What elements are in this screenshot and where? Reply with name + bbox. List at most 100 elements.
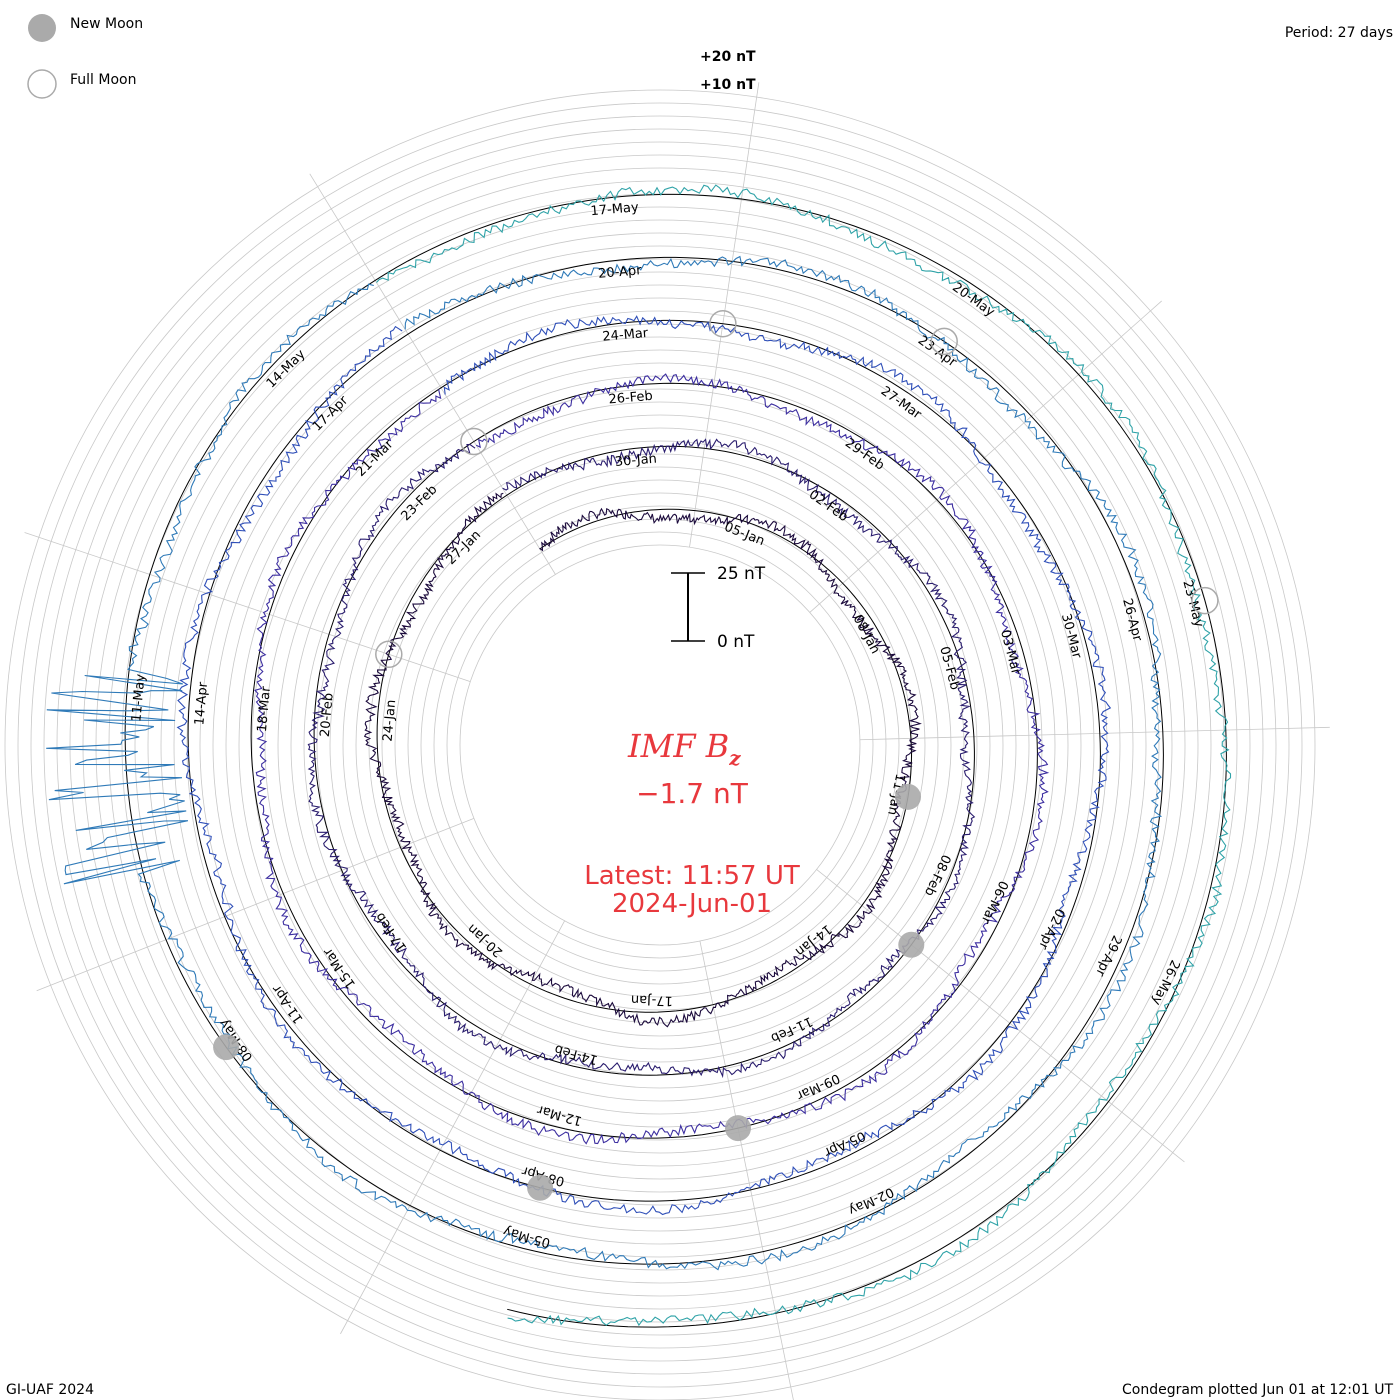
bz-trace-rotation bbox=[376, 184, 1232, 1327]
chart-title: IMF Bz bbox=[627, 727, 741, 770]
date-label: 15-Mar bbox=[320, 944, 359, 991]
date-label: 05-Jan bbox=[722, 520, 767, 550]
date-label: 18-Mar bbox=[255, 685, 274, 733]
new-moon-marker bbox=[725, 1115, 751, 1142]
date-label: 17-Feb bbox=[373, 909, 411, 954]
date-label: 21-Mar bbox=[353, 437, 397, 480]
new-moon-label: New Moon bbox=[70, 16, 143, 32]
new-moon-icon bbox=[28, 14, 56, 42]
grid-spoke bbox=[816, 869, 1185, 1163]
date-label: 08-Jan bbox=[850, 612, 883, 656]
grid-ring bbox=[381, 466, 939, 1024]
date-label: 05-May bbox=[501, 1223, 552, 1250]
moon-markers bbox=[213, 309, 1219, 1201]
grid-ring bbox=[4, 89, 1316, 1400]
date-label: 20-Feb bbox=[318, 692, 337, 737]
full-moon-marker bbox=[460, 427, 488, 456]
date-label: 03-Mar bbox=[997, 628, 1023, 677]
grid-ring bbox=[290, 375, 1030, 1115]
grid-ring bbox=[459, 544, 861, 946]
scale-bar bbox=[671, 572, 705, 642]
grid-ring bbox=[303, 388, 1017, 1102]
bz-trace-rotation bbox=[253, 373, 1050, 1145]
bz-trace-rotation bbox=[307, 438, 976, 1079]
grid-ring bbox=[95, 180, 1225, 1310]
grid-ring bbox=[147, 232, 1173, 1258]
new-moon-marker bbox=[895, 783, 921, 810]
spoke-grid bbox=[24, 82, 1330, 1400]
date-label: 24-Jan bbox=[381, 699, 400, 742]
grid-spoke bbox=[809, 300, 1162, 613]
date-label: 02-Apr bbox=[1035, 906, 1067, 952]
date-labels: 05-Jan08-Jan11-Jan14-Jan17-Jan20-Jan24-J… bbox=[129, 200, 1206, 1250]
date-label: 12-Mar bbox=[535, 1101, 584, 1128]
grid-ring bbox=[173, 258, 1147, 1232]
grid-spoke bbox=[309, 173, 556, 575]
date-label: 20-Apr bbox=[598, 263, 643, 282]
grid-ring bbox=[433, 518, 887, 972]
date-label: 02-May bbox=[846, 1184, 896, 1218]
zero-reference-spiral bbox=[124, 193, 1227, 1328]
new-moon-marker bbox=[213, 1034, 240, 1061]
latest-value: −1.7 nT bbox=[636, 777, 749, 810]
date-label: 02-Feb bbox=[806, 487, 851, 525]
date-label: 05-Apr bbox=[821, 1128, 867, 1160]
date-label: 26-Feb bbox=[608, 389, 653, 408]
scale-bar-top-label: 25 nT bbox=[717, 564, 766, 584]
footer-plotted: Condegram plotted Jun 01 at 12:01 UT bbox=[1122, 1382, 1393, 1398]
grid-ring bbox=[355, 440, 965, 1050]
full-moon-marker bbox=[930, 327, 958, 356]
new-moon-marker bbox=[898, 931, 925, 958]
grid-spoke bbox=[340, 920, 565, 1335]
grid-ring bbox=[43, 128, 1277, 1362]
date-label: 11-May bbox=[129, 673, 148, 723]
date-label: 27-Mar bbox=[878, 384, 925, 423]
full-moon-marker bbox=[375, 640, 403, 669]
date-label: 26-Apr bbox=[1119, 597, 1145, 643]
date-label: 09-Mar bbox=[794, 1070, 842, 1103]
grid-ring bbox=[17, 102, 1303, 1388]
scale-bar-bottom-label: 0 nT bbox=[717, 632, 755, 652]
date-label: 17-Jan bbox=[631, 992, 673, 1008]
ring-scale-plus10: +10 nT bbox=[700, 77, 756, 93]
full-moon-marker bbox=[709, 309, 737, 338]
date-label: 14-Apr bbox=[192, 681, 211, 726]
grid-ring bbox=[446, 531, 874, 959]
footer-credit: GI-UAF 2024 bbox=[6, 1382, 94, 1398]
grid-ring bbox=[186, 271, 1134, 1219]
date-label: 06-Mar bbox=[977, 878, 1010, 926]
ring-grid bbox=[4, 89, 1316, 1400]
latest-date: 2024-Jun-01 bbox=[612, 889, 772, 919]
full-moon-marker bbox=[1191, 586, 1219, 615]
ring-scale-plus20: +20 nT bbox=[700, 49, 756, 65]
grid-ring bbox=[134, 219, 1186, 1271]
grid-ring bbox=[160, 245, 1160, 1245]
period-label: Period: 27 days bbox=[1285, 25, 1393, 41]
date-label: 24-Mar bbox=[602, 326, 650, 345]
grid-ring bbox=[316, 401, 1004, 1089]
chart-title-sub: z bbox=[728, 746, 741, 770]
grid-ring bbox=[264, 349, 1056, 1141]
grid-ring bbox=[342, 427, 978, 1063]
bz-trace-rotation bbox=[363, 492, 922, 1028]
grid-spoke bbox=[24, 532, 471, 682]
new-moon-marker bbox=[527, 1174, 554, 1201]
grid-ring bbox=[82, 167, 1238, 1323]
date-label: 29-Feb bbox=[842, 436, 887, 474]
full-moon-icon bbox=[27, 69, 57, 99]
chart-title-main: IMF B bbox=[627, 727, 729, 765]
grid-ring bbox=[56, 141, 1264, 1349]
bz-trace-rotation bbox=[176, 315, 1112, 1216]
grid-ring bbox=[225, 310, 1095, 1180]
grid-ring bbox=[199, 284, 1121, 1206]
grid-ring bbox=[121, 206, 1199, 1284]
date-label: 30-Jan bbox=[614, 452, 657, 470]
date-label: 14-Feb bbox=[553, 1041, 600, 1067]
grid-ring bbox=[394, 479, 926, 1011]
date-label: 20-May bbox=[949, 280, 997, 320]
grid-spoke bbox=[689, 82, 760, 548]
bz-trace-rotation bbox=[46, 255, 1163, 1271]
grid-spoke bbox=[699, 940, 794, 1400]
date-label: 17-May bbox=[590, 200, 640, 219]
